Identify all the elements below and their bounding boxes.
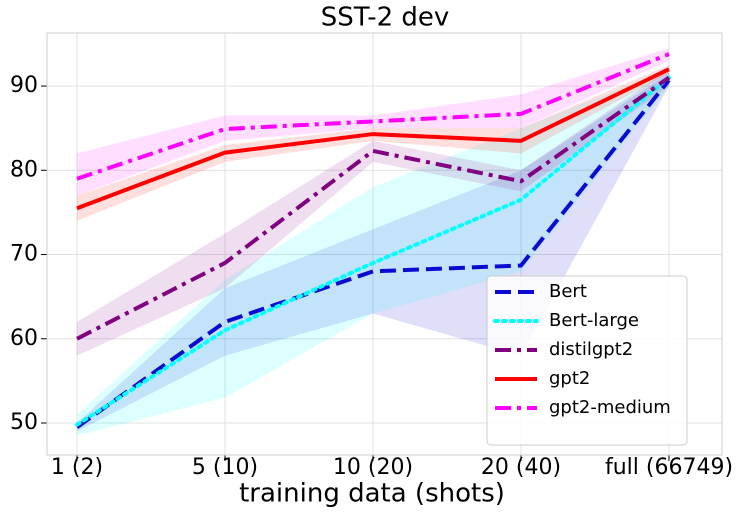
legend-label: distilgpt2 — [549, 339, 633, 360]
x-axis-label: training data (shots) — [239, 479, 505, 509]
y-tick-label: 80 — [10, 157, 38, 182]
legend-label: gpt2-medium — [549, 397, 671, 418]
x-tick-label: 1 (2) — [51, 455, 103, 480]
series-line — [75, 75, 671, 427]
x-tick-label: full (66749) — [605, 455, 733, 480]
x-tick-label: 20 (40) — [481, 455, 561, 480]
legend-box — [486, 275, 688, 446]
y-tick-label: 70 — [10, 242, 38, 267]
plot-frame — [46, 32, 723, 456]
legend-label: Bert — [549, 281, 587, 302]
error-band — [77, 48, 669, 196]
series-line — [76, 67, 670, 211]
series-line — [76, 76, 671, 341]
x-tick-label: 5 (10) — [192, 455, 258, 480]
y-tick-label: 50 — [10, 410, 38, 435]
x-tick-label: 10 (20) — [333, 455, 413, 480]
legend-label: Bert-large — [549, 310, 639, 331]
y-tick-label: 90 — [10, 73, 38, 98]
error-band — [77, 69, 669, 436]
error-band — [77, 69, 669, 356]
legend-label: gpt2 — [549, 368, 590, 389]
y-tick-label: 60 — [10, 326, 38, 351]
series-line — [76, 52, 670, 181]
chart-title: SST-2 dev — [321, 3, 450, 33]
series-line — [75, 78, 671, 429]
